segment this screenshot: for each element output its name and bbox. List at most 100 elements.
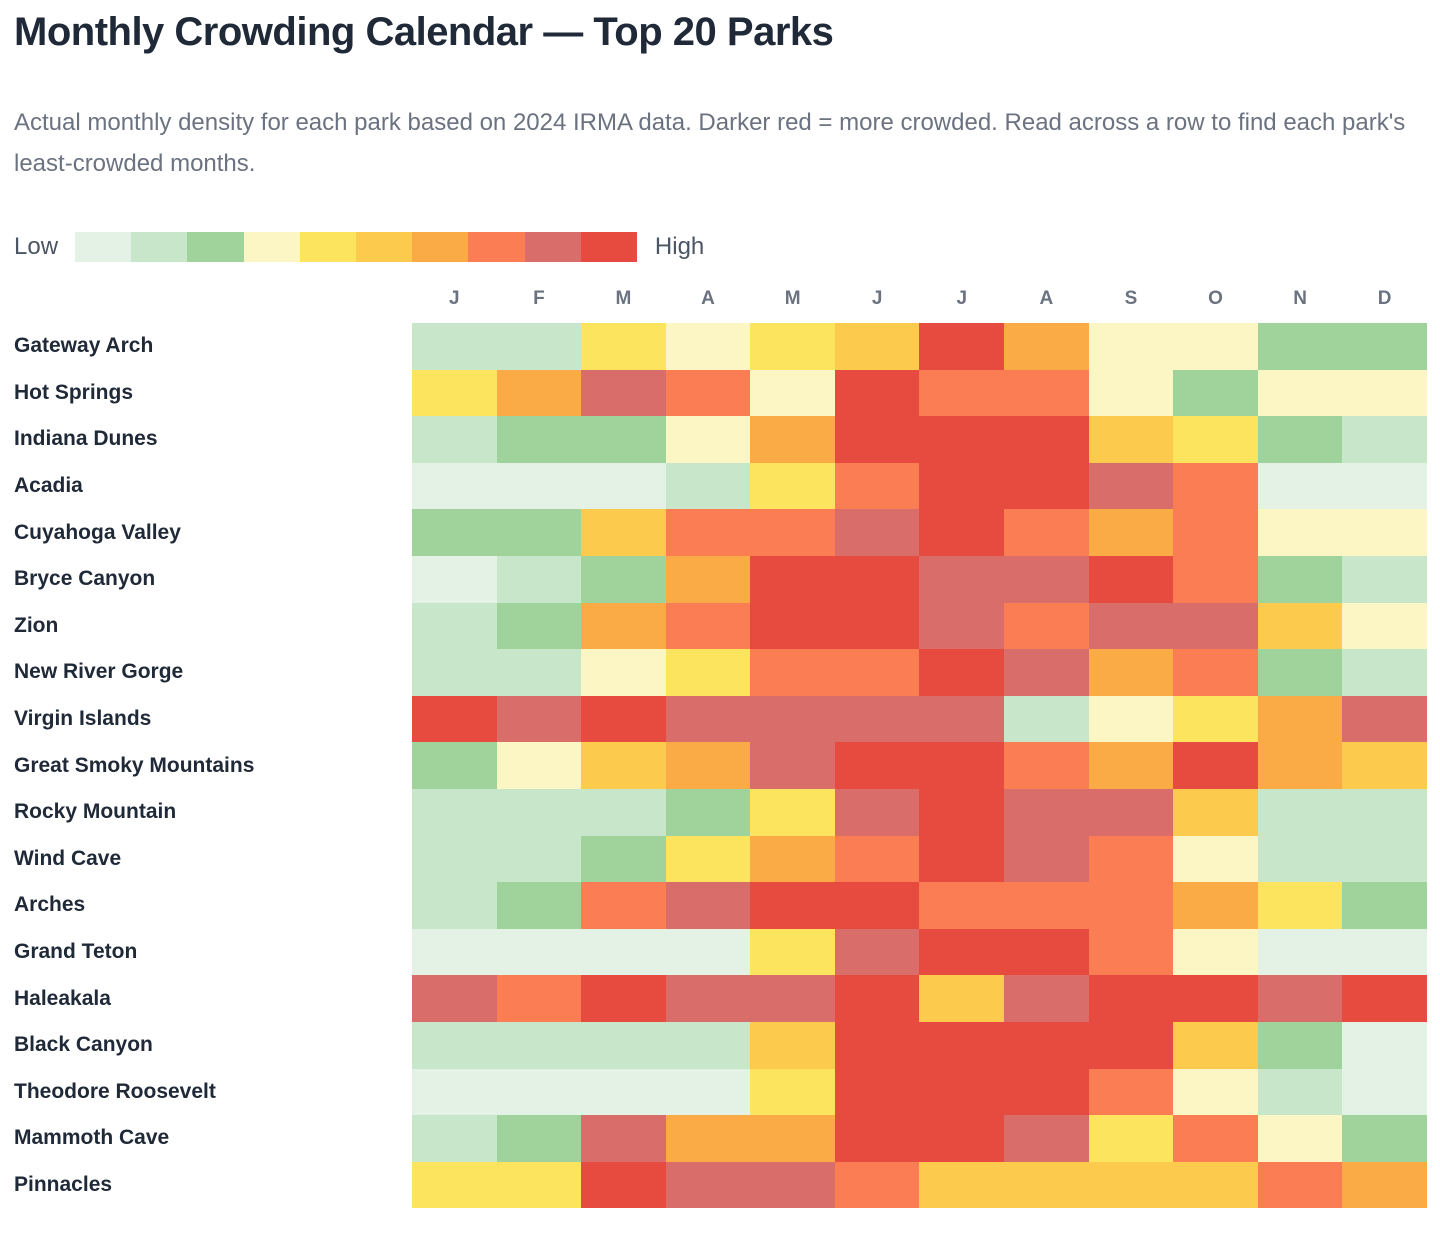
heatmap-cell[interactable] [1004, 369, 1089, 417]
heatmap-cell[interactable] [750, 1161, 835, 1209]
heatmap-cell[interactable] [581, 649, 666, 696]
heatmap-cell[interactable] [1088, 1068, 1174, 1116]
heatmap-cell[interactable] [496, 1021, 582, 1069]
heatmap-cell[interactable] [834, 882, 920, 929]
heatmap-cell[interactable] [1173, 835, 1258, 883]
heatmap-cell[interactable] [750, 788, 835, 836]
heatmap-cell[interactable] [1342, 462, 1427, 510]
heatmap-cell[interactable] [834, 416, 920, 463]
heatmap-cell[interactable] [750, 462, 835, 510]
heatmap-cell[interactable] [1004, 649, 1089, 696]
heatmap-cell[interactable] [750, 975, 835, 1022]
heatmap-cell[interactable] [1088, 1161, 1174, 1209]
heatmap-cell[interactable] [1257, 928, 1343, 976]
heatmap-cell[interactable] [834, 788, 920, 836]
heatmap-cell[interactable] [496, 602, 582, 650]
heatmap-cell[interactable] [1004, 1021, 1089, 1069]
heatmap-cell[interactable] [412, 602, 497, 650]
heatmap-cell[interactable] [1088, 742, 1174, 789]
heatmap-cell[interactable] [665, 1115, 751, 1162]
heatmap-cell[interactable] [665, 1161, 751, 1209]
heatmap-cell[interactable] [581, 928, 666, 976]
heatmap-cell[interactable] [581, 1161, 666, 1209]
heatmap-cell[interactable] [1088, 323, 1174, 370]
heatmap-cell[interactable] [665, 369, 751, 417]
heatmap-cell[interactable] [412, 555, 497, 603]
heatmap-cell[interactable] [665, 602, 751, 650]
heatmap-cell[interactable] [1088, 788, 1174, 836]
heatmap-cell[interactable] [1173, 882, 1258, 929]
heatmap-cell[interactable] [581, 1021, 666, 1069]
heatmap-cell[interactable] [1257, 1021, 1343, 1069]
heatmap-cell[interactable] [1173, 975, 1258, 1022]
heatmap-cell[interactable] [496, 509, 582, 556]
heatmap-cell[interactable] [665, 555, 751, 603]
heatmap-cell[interactable] [1342, 649, 1427, 696]
heatmap-cell[interactable] [1173, 928, 1258, 976]
heatmap-cell[interactable] [496, 323, 582, 370]
heatmap-cell[interactable] [665, 835, 751, 883]
heatmap-cell[interactable] [1173, 742, 1258, 789]
heatmap-cell[interactable] [1342, 416, 1427, 463]
heatmap-cell[interactable] [412, 462, 497, 510]
heatmap-cell[interactable] [834, 1021, 920, 1069]
heatmap-cell[interactable] [496, 1161, 582, 1209]
heatmap-cell[interactable] [1173, 416, 1258, 463]
heatmap-cell[interactable] [919, 509, 1005, 556]
heatmap-cell[interactable] [1257, 882, 1343, 929]
heatmap-cell[interactable] [1088, 928, 1174, 976]
heatmap-cell[interactable] [1088, 1021, 1174, 1069]
heatmap-cell[interactable] [1257, 462, 1343, 510]
heatmap-cell[interactable] [1173, 695, 1258, 743]
heatmap-cell[interactable] [1004, 882, 1089, 929]
heatmap-cell[interactable] [1173, 1115, 1258, 1162]
heatmap-cell[interactable] [1088, 882, 1174, 929]
heatmap-cell[interactable] [834, 323, 920, 370]
heatmap-cell[interactable] [1004, 462, 1089, 510]
heatmap-cell[interactable] [581, 695, 666, 743]
heatmap-cell[interactable] [665, 882, 751, 929]
heatmap-cell[interactable] [1173, 555, 1258, 603]
heatmap-cell[interactable] [919, 1068, 1005, 1116]
heatmap-cell[interactable] [750, 555, 835, 603]
heatmap-cell[interactable] [1088, 695, 1174, 743]
heatmap-cell[interactable] [919, 882, 1005, 929]
heatmap-cell[interactable] [919, 742, 1005, 789]
heatmap-cell[interactable] [665, 416, 751, 463]
heatmap-cell[interactable] [1342, 788, 1427, 836]
heatmap-cell[interactable] [496, 835, 582, 883]
heatmap-cell[interactable] [665, 323, 751, 370]
heatmap-cell[interactable] [581, 555, 666, 603]
heatmap-cell[interactable] [834, 695, 920, 743]
heatmap-cell[interactable] [919, 1115, 1005, 1162]
heatmap-cell[interactable] [1257, 788, 1343, 836]
heatmap-cell[interactable] [750, 835, 835, 883]
heatmap-cell[interactable] [1004, 509, 1089, 556]
heatmap-cell[interactable] [1004, 416, 1089, 463]
heatmap-cell[interactable] [1004, 695, 1089, 743]
heatmap-cell[interactable] [1257, 975, 1343, 1022]
heatmap-cell[interactable] [1088, 975, 1174, 1022]
heatmap-cell[interactable] [1088, 416, 1174, 463]
heatmap-cell[interactable] [581, 1115, 666, 1162]
heatmap-cell[interactable] [1257, 369, 1343, 417]
heatmap-cell[interactable] [665, 788, 751, 836]
heatmap-cell[interactable] [1342, 1021, 1427, 1069]
heatmap-cell[interactable] [412, 1021, 497, 1069]
heatmap-cell[interactable] [1173, 649, 1258, 696]
heatmap-cell[interactable] [1173, 1021, 1258, 1069]
heatmap-cell[interactable] [919, 1021, 1005, 1069]
heatmap-cell[interactable] [919, 416, 1005, 463]
heatmap-cell[interactable] [581, 509, 666, 556]
heatmap-cell[interactable] [1342, 835, 1427, 883]
heatmap-cell[interactable] [1342, 602, 1427, 650]
heatmap-cell[interactable] [919, 975, 1005, 1022]
heatmap-cell[interactable] [1342, 555, 1427, 603]
heatmap-cell[interactable] [412, 1115, 497, 1162]
heatmap-cell[interactable] [581, 835, 666, 883]
heatmap-cell[interactable] [919, 788, 1005, 836]
heatmap-cell[interactable] [750, 1021, 835, 1069]
heatmap-cell[interactable] [919, 602, 1005, 650]
heatmap-cell[interactable] [1004, 788, 1089, 836]
heatmap-cell[interactable] [919, 695, 1005, 743]
